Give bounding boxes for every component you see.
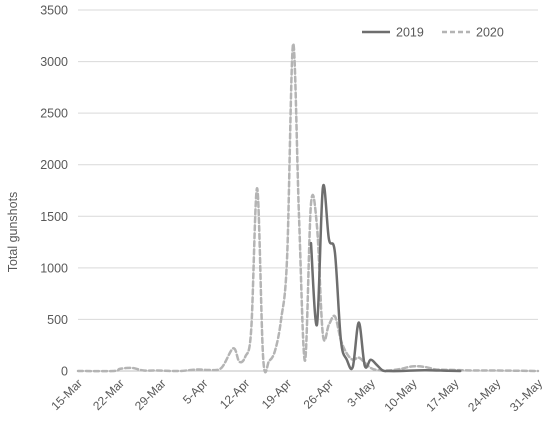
x-tick-label: 10-May bbox=[381, 376, 419, 414]
x-tick-label: 31-May bbox=[507, 376, 545, 414]
x-tick-label: 19-Apr bbox=[259, 376, 294, 411]
x-tick-label: 29-Mar bbox=[132, 376, 169, 413]
y-tick-label: 1000 bbox=[40, 261, 68, 275]
series-lines bbox=[76, 42, 540, 374]
y-axis-ticks: 0 500 1000 1500 2000 2500 3000 3500 bbox=[40, 4, 68, 379]
y-tick-label: 500 bbox=[47, 313, 68, 327]
legend-label-2020: 2020 bbox=[476, 26, 504, 40]
series-line-2020 bbox=[76, 42, 540, 374]
y-tick-label: 1500 bbox=[40, 210, 68, 224]
legend-label-2019: 2019 bbox=[396, 26, 424, 40]
x-tick-label: 12-Apr bbox=[217, 376, 252, 411]
x-tick-label: 17-May bbox=[423, 376, 461, 414]
x-tick-label: 24-May bbox=[465, 376, 503, 414]
x-tick-label: 15-Mar bbox=[48, 376, 85, 413]
x-tick-label: 22-Mar bbox=[90, 376, 127, 413]
legend: 2019 2020 bbox=[362, 26, 504, 40]
x-tick-label: 5-Apr bbox=[180, 376, 211, 407]
y-axis-label: Total gunshots bbox=[6, 192, 20, 273]
y-tick-label: 2500 bbox=[40, 107, 68, 121]
y-tick-label: 0 bbox=[61, 365, 68, 379]
x-axis-ticks: 15-Mar 22-Mar 29-Mar 5-Apr 12-Apr 19-Apr 26-Ap… bbox=[48, 376, 545, 414]
x-tick-label: 26-Apr bbox=[301, 376, 336, 411]
y-tick-label: 3000 bbox=[40, 55, 68, 69]
gridlines bbox=[78, 9, 538, 320]
series-line-2019 bbox=[309, 183, 462, 373]
y-tick-label: 3500 bbox=[40, 4, 68, 18]
y-tick-label: 2000 bbox=[40, 158, 68, 172]
x-tick-label: 3-May bbox=[344, 376, 377, 409]
